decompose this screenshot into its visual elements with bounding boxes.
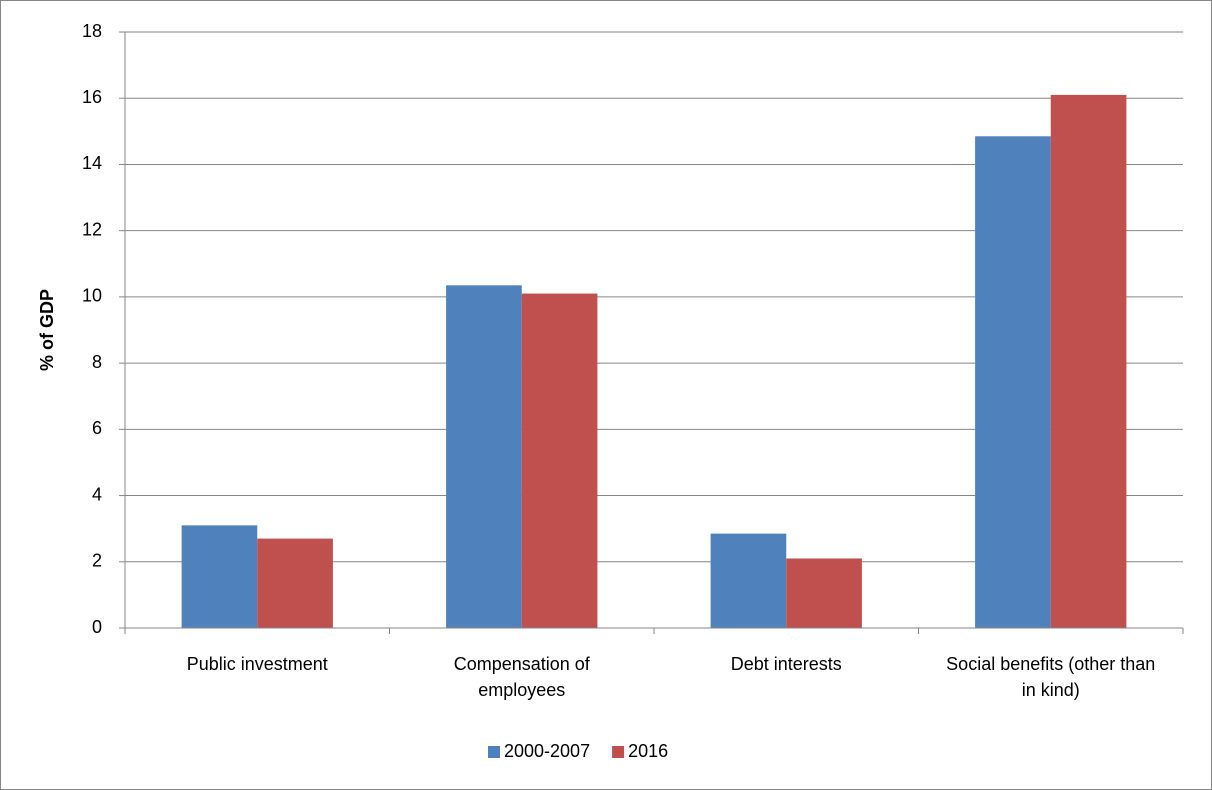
y-tick-label: 4 (92, 484, 102, 504)
y-tick-label: 18 (82, 21, 102, 41)
y-tick-label: 8 (92, 352, 102, 372)
bar (1050, 94, 1127, 628)
x-tick-label: Social benefits (other than in kind) (946, 654, 1156, 700)
bar (975, 136, 1051, 629)
legend-swatch (488, 746, 500, 758)
y-tick-label: 2 (92, 551, 102, 571)
y-axis-title: % of GDP (37, 289, 57, 371)
y-tick-label: 0 (92, 617, 102, 637)
legend-swatch (612, 746, 625, 758)
bar (710, 533, 787, 628)
bar (446, 285, 522, 628)
x-tick-label: Compensation of employees (453, 654, 590, 700)
legend-label: 2000-2007 (504, 741, 590, 761)
y-tick-label: 6 (92, 418, 102, 438)
x-tick-label: Public investment (186, 654, 328, 674)
y-tick-label: 14 (82, 153, 102, 173)
y-tick-label: 12 (82, 219, 102, 239)
bar (786, 558, 862, 628)
bar (521, 293, 598, 628)
y-tick-label: 16 (82, 87, 102, 107)
y-tick-label: 10 (82, 286, 102, 306)
bar (181, 525, 258, 628)
legend-label: 2016 (628, 741, 668, 761)
bar (257, 538, 333, 628)
x-tick-label: Debt interests (730, 654, 842, 674)
